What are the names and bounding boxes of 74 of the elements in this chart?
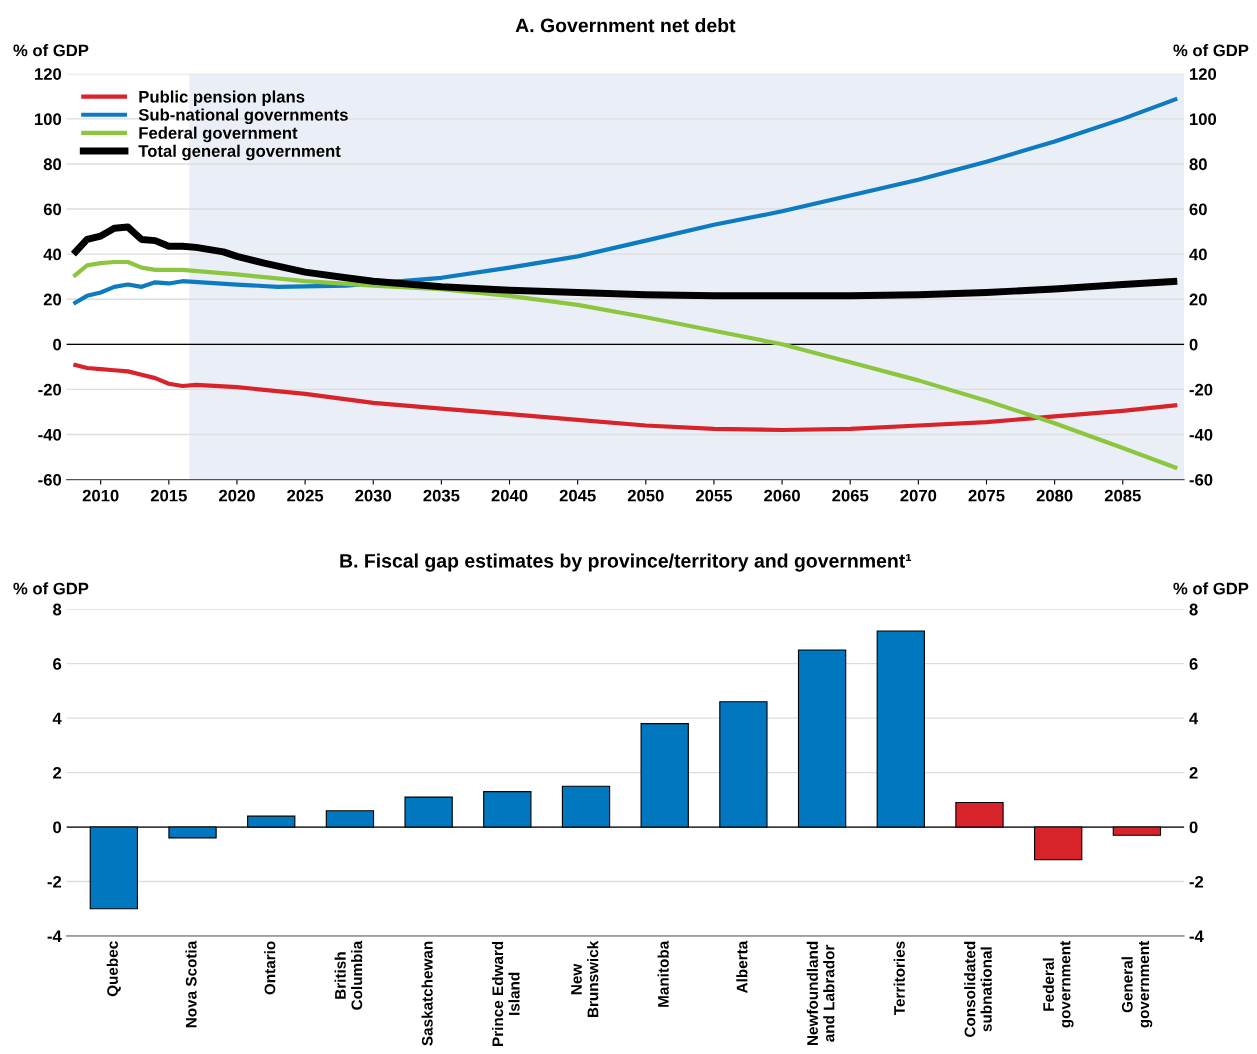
x-tick-label: General government <box>1121 940 1153 1028</box>
x-tick-label: Manitoba <box>657 940 669 1007</box>
y2-tick-label: -60 <box>1189 473 1213 486</box>
x-tick-label: 2080 <box>1036 489 1073 502</box>
y-tick-label: -20 <box>38 383 62 396</box>
y-tick-label: -4 <box>47 930 62 942</box>
x-tick-label: New Brunswick <box>571 940 599 1018</box>
y2-tick-label: 60 <box>1189 203 1207 216</box>
y2-tick-label: 40 <box>1189 248 1207 261</box>
x-tick-label: 2030 <box>355 489 392 502</box>
y-tick-label: 100 <box>35 113 62 126</box>
y2-axis-title: % of GDP <box>1173 44 1249 57</box>
y-tick-label: -40 <box>38 428 62 441</box>
x-tick-label: 2040 <box>491 489 528 502</box>
y-tick-label: 2 <box>53 766 62 779</box>
y2-axis-title: % of GDP <box>1173 582 1249 595</box>
y-axis-title: % of GDP <box>13 582 89 595</box>
x-tick-label: British Columbia <box>334 940 363 1010</box>
x-tick-label: 2010 <box>82 489 119 502</box>
y2-tick-label: 20 <box>1189 293 1207 306</box>
x-tick-label: 2050 <box>627 489 664 502</box>
x-tick-label: 2075 <box>968 489 1005 502</box>
y2-tick-label: -4 <box>1189 930 1204 942</box>
x-tick-label: Quebec <box>106 941 121 997</box>
y-tick-label: 20 <box>43 293 62 306</box>
y2-tick-label: 80 <box>1189 158 1207 171</box>
legend-label: Sub-national governments <box>138 108 348 125</box>
x-tick-label: Ontario <box>264 941 276 995</box>
y2-tick-label: 2 <box>1189 766 1198 779</box>
y2-tick-label: 120 <box>1190 68 1217 80</box>
legend-label: Total general government <box>138 144 341 161</box>
x-tick-label: Alberta <box>736 940 748 994</box>
y-tick-label: 6 <box>53 658 62 670</box>
x-tick-label: Newfoundland and Labrador <box>806 941 835 1046</box>
x-tick-label: 2045 <box>559 489 596 502</box>
y-tick-label: -2 <box>47 875 62 888</box>
y-tick-label: 0 <box>53 821 62 834</box>
x-tick-label: 2060 <box>764 489 800 502</box>
y2-tick-label: 0 <box>1189 338 1198 351</box>
x-tick-label: 2070 <box>900 489 937 502</box>
x-tick-label: 2065 <box>832 489 869 502</box>
x-tick-label: Prince Edward Island <box>491 941 520 1046</box>
legend-label: Federal government <box>139 126 298 143</box>
y-tick-label: 80 <box>43 158 62 171</box>
legend-label: Public pension plans <box>139 90 305 106</box>
y-axis-title: % of GDP <box>13 44 89 57</box>
y2-tick-label: -40 <box>1189 428 1213 441</box>
x-tick-label: Federal government <box>1042 940 1074 1028</box>
x-tick-label: 2025 <box>287 489 324 502</box>
y2-tick-label: 0 <box>1189 821 1198 834</box>
x-tick-label: 2055 <box>695 489 733 502</box>
y2-tick-label: 100 <box>1190 113 1217 126</box>
x-tick-label: Territories <box>893 941 905 1016</box>
x-tick-label: Nova Scotia <box>185 940 197 1028</box>
y-tick-label: 120 <box>35 68 62 80</box>
y-tick-label: 8 <box>53 603 62 616</box>
chart-title: B. Fiscal gap estimates by province/territory and government¹ <box>340 553 912 572</box>
y2-tick-label: -20 <box>1189 383 1213 396</box>
y-tick-label: 60 <box>43 203 62 216</box>
chart-title: A. Government net debt <box>515 18 736 33</box>
x-tick-label: 2085 <box>1104 489 1141 502</box>
x-tick-label: Consolidated subnational <box>964 941 992 1037</box>
y2-tick-label: -2 <box>1189 875 1204 888</box>
y-tick-label: 0 <box>53 338 62 351</box>
y-tick-label: 40 <box>43 248 62 261</box>
y-tick-label: 4 <box>52 712 62 725</box>
x-tick-label: Saskatchewan <box>421 941 433 1046</box>
x-tick-label: 2015 <box>150 489 187 502</box>
y2-tick-label: 8 <box>1189 603 1198 616</box>
y2-tick-label: 6 <box>1189 658 1198 670</box>
y-tick-label: -60 <box>38 473 62 486</box>
x-tick-label: 2020 <box>219 489 255 502</box>
x-tick-label: 2035 <box>423 489 460 502</box>
y2-tick-label: 4 <box>1189 712 1199 725</box>
